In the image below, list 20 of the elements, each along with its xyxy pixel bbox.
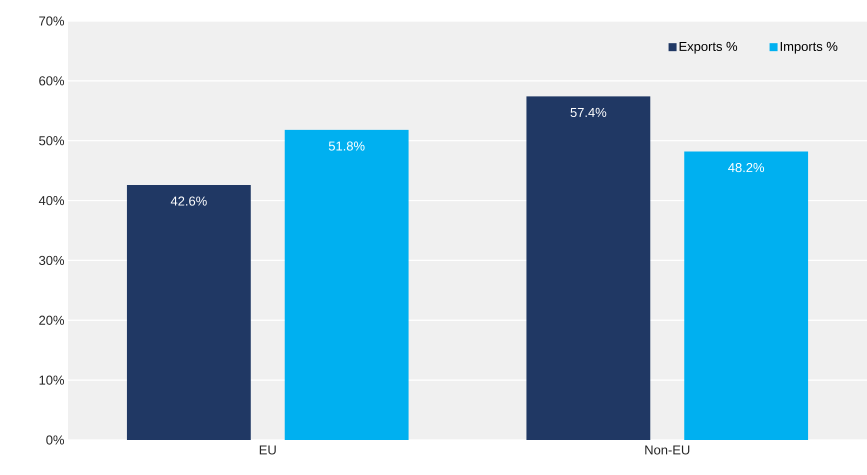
legend-label: Exports % (680, 42, 738, 54)
legend-label: Imports % (780, 42, 838, 54)
data-label: 57.4% (570, 108, 606, 118)
y-tick-label: 10% (40, 376, 64, 385)
bar (126, 184, 251, 440)
y-tick-label: 40% (38, 196, 64, 206)
y-tick-label: 70% (39, 16, 64, 26)
y-tick-label: 0% (46, 435, 64, 445)
y-tick-label: 20% (39, 316, 64, 325)
y-tick-label: 30% (39, 256, 64, 265)
data-label: 48.2% (728, 162, 764, 172)
y-tick-label: 60% (39, 76, 64, 86)
bar (284, 130, 409, 440)
bar (684, 151, 808, 440)
x-tick-label: EU (260, 446, 276, 455)
y-tick-label: 50% (39, 136, 64, 146)
data-label: 51.8% (328, 141, 365, 151)
x-tick-label: Non-EU (645, 446, 690, 455)
bar (526, 96, 650, 440)
data-label: 42.6% (170, 196, 207, 206)
